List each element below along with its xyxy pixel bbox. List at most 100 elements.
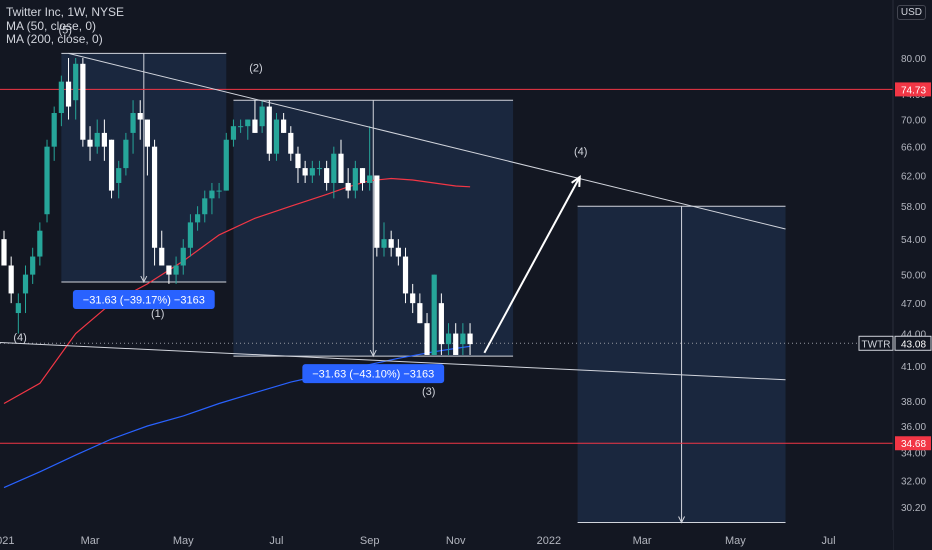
candle-body: [209, 190, 215, 199]
candle-body: [37, 230, 43, 257]
candle-body: [144, 119, 150, 147]
projection-arrow: [483, 176, 581, 354]
candle-body: [338, 153, 344, 183]
candle-body: [381, 239, 387, 248]
candle-body: [424, 323, 430, 355]
time-label: Jul: [822, 535, 836, 547]
trend-line: [0, 341, 786, 381]
candle-body: [324, 168, 330, 183]
candle-body: [87, 139, 93, 147]
candle-body: [180, 247, 186, 266]
legend-title: Twitter Inc, 1W, NYSE: [6, 5, 125, 19]
candle-body: [395, 247, 401, 257]
candle-body: [230, 126, 237, 140]
symbol-badge-text: TWTR: [862, 339, 891, 350]
candle-body: [73, 63, 79, 101]
moving-averages: [3, 177, 471, 489]
candle-body: [159, 247, 165, 266]
measure-label-text: −31.63 (−43.10%) −3163: [312, 369, 434, 381]
wave-label: (5): [58, 24, 71, 36]
candle-body: [302, 168, 308, 176]
candle-body: [402, 256, 409, 294]
price-tick: 44.00: [901, 330, 926, 341]
price-tick: 34.00: [901, 448, 926, 459]
legend-ma200: MA (200, close, 0): [6, 32, 103, 46]
measure-label: −31.63 (−43.10%) −3163: [302, 364, 445, 384]
candle-body: [44, 146, 50, 215]
wave-label: (3): [422, 386, 435, 398]
candle-body: [116, 168, 122, 183]
candle-body: [8, 265, 14, 294]
candle-body: [467, 333, 473, 345]
price-badge-text: 74.73: [901, 85, 926, 96]
price-tick: 47.00: [901, 299, 926, 310]
candle-body: [445, 333, 452, 345]
candle-body: [80, 63, 86, 140]
measure-label-bg: [72, 290, 215, 310]
candle-body: [259, 106, 265, 127]
time-label: Sep: [360, 535, 380, 547]
price-tick: 41.00: [901, 362, 926, 373]
price-tick: 62.00: [901, 171, 926, 182]
horizontal-lines: [0, 88, 893, 444]
time-axis-bg: [0, 530, 893, 550]
candle-body: [151, 146, 158, 248]
candle-body: [388, 239, 394, 248]
candle-body: [460, 333, 466, 345]
candle-body: [123, 139, 129, 169]
symbol-badge: [858, 335, 894, 351]
time-label: Mar: [633, 535, 652, 547]
currency-button[interactable]: USD: [896, 5, 926, 20]
candle-body: [194, 214, 201, 223]
legend-ma50: MA (50, close, 0): [6, 18, 97, 33]
time-label: May: [725, 535, 746, 547]
candle-body: [316, 168, 323, 170]
candle-body: [216, 190, 222, 192]
candle-body: [15, 303, 21, 314]
price-tick: 54.00: [901, 235, 926, 246]
candle-body: [108, 139, 115, 191]
price-tick: 80.00: [901, 54, 926, 65]
time-axis: 2021 Mar May Jul Sep Nov 2022 Mar May Jul: [0, 530, 893, 550]
candle-body: [438, 303, 444, 345]
ma50-line: [3, 177, 471, 405]
candle-body: [173, 265, 179, 275]
candlesticks: [1, 58, 473, 355]
time-label: Nov: [446, 535, 466, 547]
measure-boxes: [61, 52, 786, 524]
candle-body: [223, 139, 229, 191]
measure-label-bg: [302, 364, 445, 384]
wave-label: (4): [574, 146, 587, 158]
candle-body: [295, 153, 301, 169]
candle-body: [453, 333, 459, 355]
wave-label: (4): [13, 332, 26, 344]
time-label: 2022: [537, 535, 561, 547]
projection-arrow-head: [571, 174, 581, 188]
candle-body: [417, 303, 423, 324]
chart-legend: Twitter Inc, 1W, NYSE MA (50, close, 0) …: [6, 5, 125, 47]
candle-body: [331, 153, 337, 183]
candle-body: [374, 175, 380, 248]
candle-body: [202, 198, 208, 215]
candle-body: [137, 113, 143, 120]
candle-body: [238, 126, 244, 128]
candle-body: [410, 293, 416, 304]
candle-body: [166, 265, 172, 275]
candle-body: [281, 119, 287, 133]
price-tick: 30.20: [901, 503, 926, 514]
candle-body: [288, 132, 294, 154]
candle-body: [359, 168, 366, 183]
price-tick: 36.00: [901, 422, 926, 433]
candle-body: [352, 168, 358, 191]
price-tick: 70.00: [901, 116, 926, 127]
time-label: Mar: [81, 535, 100, 547]
candle-body: [187, 222, 194, 248]
time-label: May: [173, 535, 194, 547]
candle-body: [266, 106, 272, 154]
candle-body: [309, 168, 315, 176]
candle-body: [30, 256, 36, 275]
drawings: [0, 52, 786, 381]
candle-body: [245, 119, 251, 127]
price-tick: 66.00: [901, 143, 926, 154]
